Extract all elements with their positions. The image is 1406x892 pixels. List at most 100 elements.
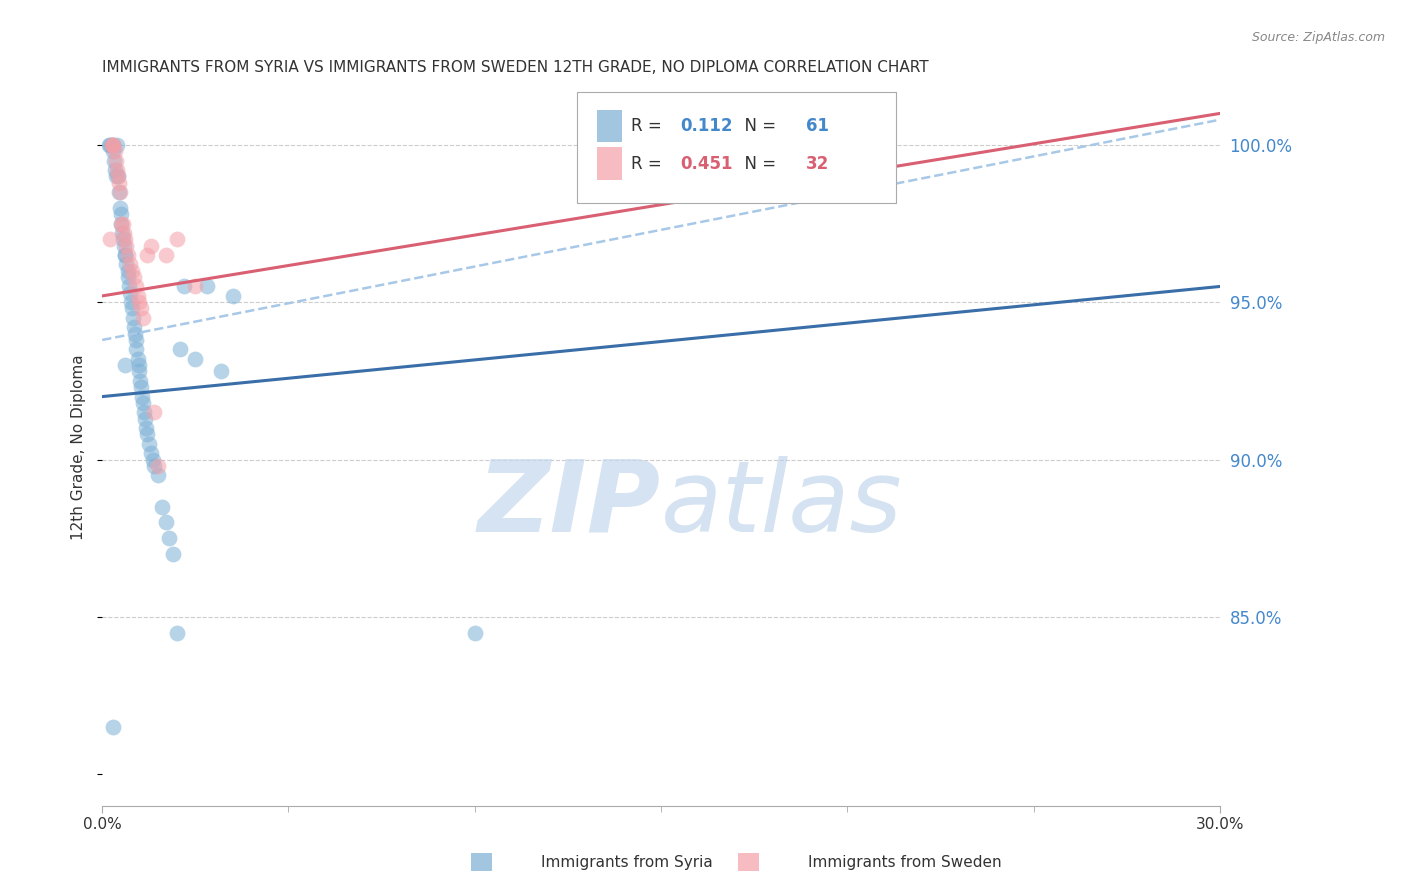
Point: [121, 264, 143, 278]
Text: 32: 32: [806, 154, 830, 172]
Point: [143, 458, 166, 473]
Point: [128, 364, 150, 378]
Point: [108, 201, 131, 215]
Point: [114, 248, 136, 262]
Point: [101, 137, 124, 152]
Text: atlas: atlas: [661, 456, 903, 553]
FancyBboxPatch shape: [598, 147, 621, 179]
Point: [117, 270, 139, 285]
Point: [131, 380, 153, 394]
Point: [110, 217, 132, 231]
Point: [111, 232, 134, 246]
Point: [120, 285, 142, 300]
Point: [112, 238, 135, 252]
Point: [100, 137, 122, 152]
Point: [103, 144, 125, 158]
Point: [105, 153, 128, 168]
Point: [129, 374, 152, 388]
Point: [104, 163, 127, 178]
Point: [101, 137, 124, 152]
Point: [131, 301, 153, 316]
Point: [209, 364, 232, 378]
Point: [108, 185, 131, 199]
Point: [120, 295, 142, 310]
Point: [122, 320, 145, 334]
Point: [184, 351, 207, 366]
Point: [173, 279, 195, 293]
Point: [132, 310, 155, 325]
Point: [169, 343, 191, 357]
Point: [162, 547, 184, 561]
Text: Immigrants from Sweden: Immigrants from Sweden: [808, 855, 1002, 870]
Point: [157, 531, 180, 545]
Text: 0.112: 0.112: [681, 117, 733, 136]
Point: [127, 351, 149, 366]
Point: [105, 169, 128, 184]
Point: [114, 248, 136, 262]
Y-axis label: 12th Grade, No Diploma: 12th Grade, No Diploma: [72, 354, 86, 540]
Point: [135, 248, 157, 262]
Point: [103, 137, 125, 152]
Point: [112, 226, 135, 240]
Point: [125, 343, 148, 357]
Point: [221, 289, 243, 303]
Point: [143, 405, 166, 419]
Point: [108, 176, 131, 190]
Point: [110, 226, 132, 240]
Text: 0.451: 0.451: [681, 154, 733, 172]
Point: [111, 217, 134, 231]
Point: [98, 232, 121, 246]
Text: N =: N =: [734, 117, 782, 136]
Point: [837, 137, 859, 152]
Point: [103, 153, 125, 168]
Text: R =: R =: [631, 117, 666, 136]
Point: [110, 217, 132, 231]
Point: [464, 625, 486, 640]
Point: [128, 295, 150, 310]
Point: [139, 238, 162, 252]
Point: [115, 238, 138, 252]
Point: [166, 625, 188, 640]
Point: [103, 720, 125, 734]
Point: [124, 326, 146, 341]
Point: [108, 185, 131, 199]
Text: Immigrants from Syria: Immigrants from Syria: [541, 855, 713, 870]
Point: [131, 390, 153, 404]
Point: [97, 137, 120, 152]
Text: 61: 61: [806, 117, 830, 136]
Point: [121, 310, 143, 325]
Point: [146, 458, 169, 473]
Point: [118, 279, 141, 293]
Point: [115, 257, 138, 271]
Text: R =: R =: [631, 154, 666, 172]
Text: ZIP: ZIP: [478, 456, 661, 553]
Point: [132, 405, 155, 419]
Point: [135, 427, 157, 442]
Point: [121, 301, 143, 316]
Point: [125, 279, 148, 293]
Point: [125, 333, 148, 347]
Point: [139, 446, 162, 460]
Point: [128, 358, 150, 372]
Point: [105, 137, 128, 152]
Point: [146, 468, 169, 483]
Point: [166, 232, 188, 246]
Point: [117, 264, 139, 278]
Point: [141, 452, 163, 467]
Point: [184, 279, 207, 293]
Point: [114, 358, 136, 372]
Point: [127, 289, 149, 303]
Point: [195, 279, 218, 293]
Point: [110, 207, 132, 221]
Text: IMMIGRANTS FROM SYRIA VS IMMIGRANTS FROM SWEDEN 12TH GRADE, NO DIPLOMA CORRELATI: IMMIGRANTS FROM SYRIA VS IMMIGRANTS FROM…: [103, 60, 929, 75]
Point: [155, 248, 177, 262]
Point: [117, 248, 139, 262]
Point: [134, 411, 156, 425]
Point: [120, 257, 142, 271]
Point: [150, 500, 173, 514]
Text: N =: N =: [734, 154, 782, 172]
Point: [114, 232, 136, 246]
Point: [135, 421, 157, 435]
Point: [107, 169, 129, 184]
Point: [155, 516, 177, 530]
